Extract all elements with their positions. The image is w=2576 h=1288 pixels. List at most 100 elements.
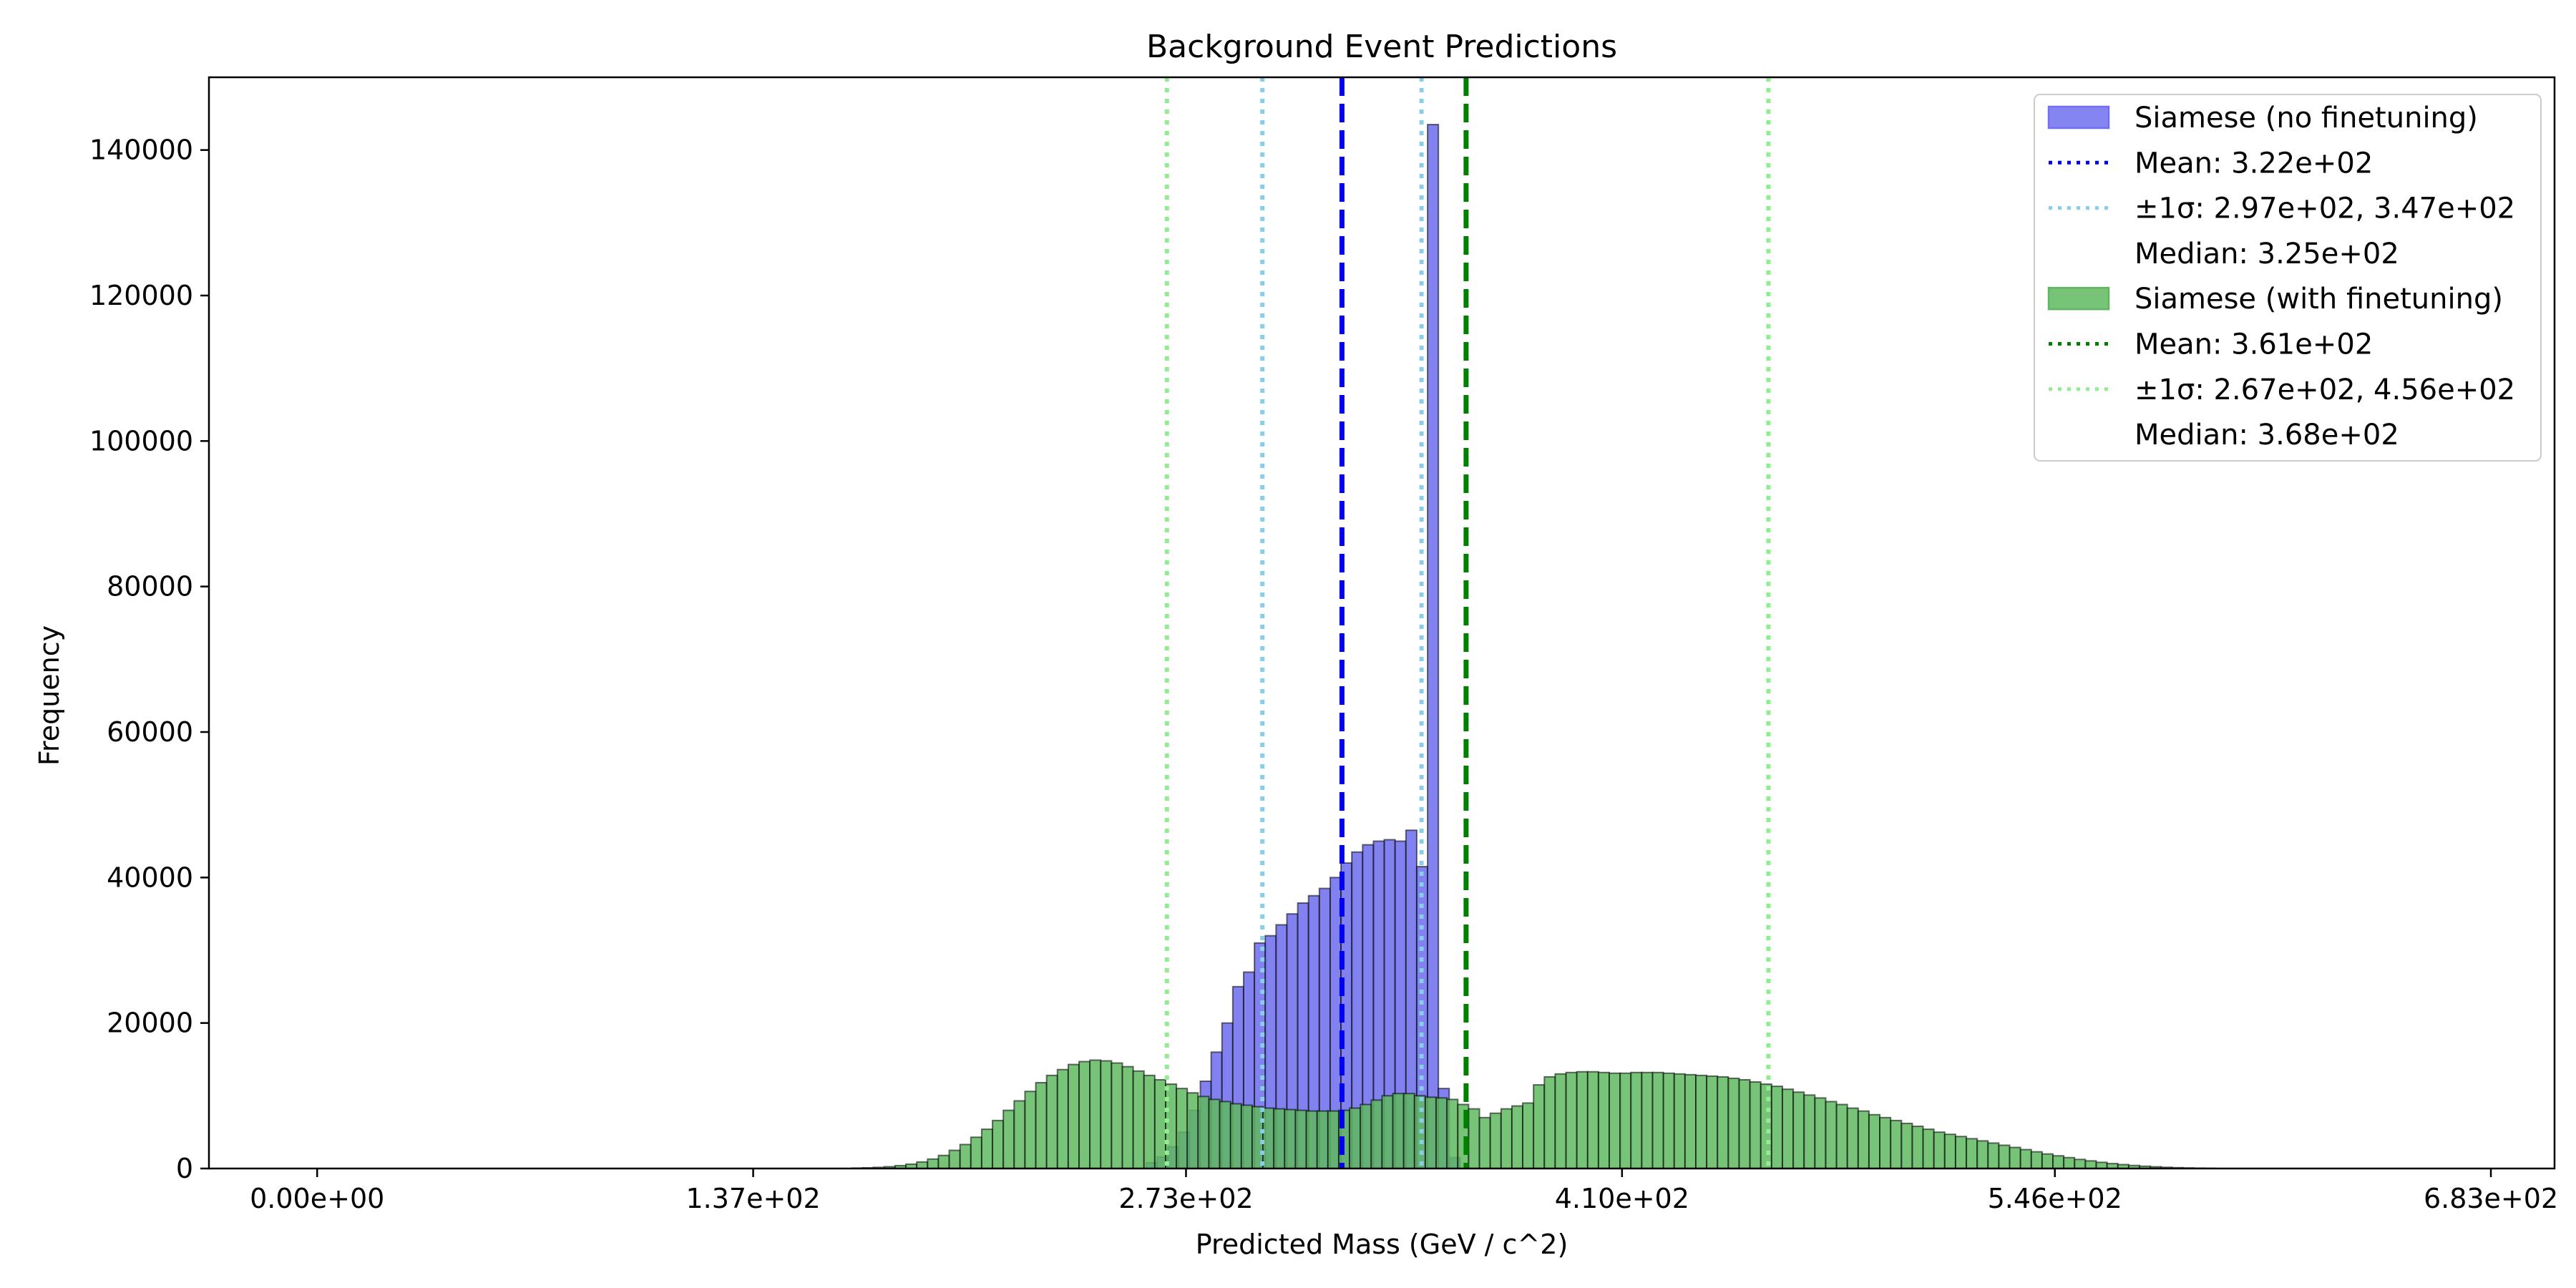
y-tick-label: 40000: [107, 862, 193, 893]
series-2-bar-108: [2009, 1146, 2021, 1170]
series-2-bar-52: [1402, 1093, 1415, 1170]
series-2-bar-7: [916, 1161, 929, 1169]
series-2-bar-40: [1273, 1108, 1286, 1170]
series-2-bar-11: [959, 1143, 972, 1169]
series-2-bar-109: [2019, 1148, 2032, 1169]
series-2-bar-14: [992, 1119, 1005, 1170]
series-2-bar-80: [1706, 1075, 1719, 1169]
y-tick-label: 60000: [107, 716, 193, 748]
series-2-bar-30: [1165, 1083, 1178, 1169]
series-2-bar-54: [1424, 1096, 1438, 1169]
series-2-bar-106: [1987, 1142, 2000, 1170]
series-2-bar-69: [1586, 1070, 1599, 1170]
series-2-bar-28: [1143, 1074, 1156, 1169]
series-2-bar-10: [948, 1149, 961, 1169]
series-2-bar-12: [970, 1136, 982, 1170]
y-tick-label: 100000: [89, 425, 193, 457]
series-2-bar-51: [1392, 1093, 1405, 1170]
series-2-bar-96: [1879, 1116, 1892, 1169]
legend-label: Median: 3.68e+02: [2135, 419, 2399, 452]
legend-patch: [2047, 105, 2110, 130]
series-2-bar-15: [1002, 1109, 1015, 1170]
series-2-bar-76: [1662, 1072, 1675, 1169]
series-2-bar-116: [2095, 1161, 2108, 1169]
series-2-bar-94: [1857, 1110, 1870, 1170]
x-tick-label: 1.37e+02: [686, 1183, 820, 1214]
legend-label: Siamese (no finetuning): [2135, 102, 2478, 135]
series-2-bar-20: [1056, 1068, 1069, 1169]
series-2-bar-73: [1630, 1071, 1643, 1170]
series-2-bar-110: [2030, 1151, 2043, 1169]
legend-items: Siamese (no finetuning) Mean: 3.22e+02 ±1σ…: [2047, 102, 2515, 452]
series-2-bar-113: [2063, 1156, 2076, 1169]
series-2-bar-86: [1770, 1085, 1783, 1169]
series-2-bar-82: [1727, 1077, 1740, 1170]
series-2-bar-67: [1565, 1071, 1578, 1170]
series-2-bar-107: [1998, 1144, 2011, 1169]
series-2-bar-97: [1890, 1119, 1903, 1170]
series-2-bar-84: [1749, 1081, 1762, 1170]
series-2-bar-71: [1609, 1072, 1621, 1169]
series-2-bar-60: [1489, 1112, 1502, 1169]
series-2-bar-114: [2074, 1158, 2087, 1170]
series-2-bar-13: [980, 1128, 994, 1169]
series-2-bar-61: [1500, 1108, 1513, 1170]
series-2-bar-55: [1435, 1097, 1448, 1170]
series-2-bar-22: [1078, 1060, 1091, 1170]
series-2-bar-85: [1760, 1083, 1772, 1169]
series-2-bar-34: [1208, 1098, 1221, 1170]
series-2-bar-25: [1111, 1062, 1123, 1169]
series-2-bar-111: [2041, 1153, 2054, 1170]
series-2-bar-101: [1933, 1131, 1946, 1170]
series-2-bar-24: [1100, 1060, 1113, 1170]
series-2-bar-62: [1511, 1105, 1524, 1169]
legend-label: ±1σ: 2.97e+02, 3.47e+02: [2135, 192, 2515, 225]
x-tick-label: 5.46e+02: [1988, 1183, 2122, 1214]
series-2-bar-32: [1186, 1092, 1199, 1170]
series-2-bar-36: [1229, 1103, 1242, 1170]
series-2-bar-77: [1673, 1073, 1686, 1169]
series-2-bar-38: [1251, 1106, 1264, 1169]
vertical-lines-layer: [1164, 77, 1771, 1169]
legend: Siamese (no finetuning) Mean: 3.22e+02 ±1σ…: [2034, 94, 2542, 462]
chart-title: Background Event Predictions: [1146, 29, 1617, 65]
series-2-bar-43: [1305, 1110, 1318, 1170]
series-2-bar-63: [1522, 1102, 1535, 1169]
series-2-bar-104: [1966, 1138, 1979, 1169]
bars-layer: [851, 124, 2216, 1170]
series-2-bar-26: [1121, 1065, 1134, 1170]
series-2-bar-64: [1533, 1084, 1546, 1169]
series-2-bar-8: [927, 1158, 940, 1170]
series-2-bar-33: [1197, 1096, 1210, 1169]
series-2-bar-88: [1792, 1091, 1805, 1169]
series-2-bar-112: [2052, 1155, 2065, 1169]
series-2-bar-16: [1013, 1100, 1026, 1169]
series-2-bar-102: [1943, 1133, 1956, 1169]
series-2-bar-27: [1132, 1070, 1145, 1170]
series-2-bar-103: [1954, 1136, 1968, 1170]
series-2-bar-105: [1976, 1140, 1989, 1169]
series-2-bar-17: [1024, 1091, 1037, 1169]
series-2-bar-50: [1381, 1095, 1394, 1169]
legend-label: Mean: 3.22e+02: [2135, 147, 2373, 180]
legend-label: Mean: 3.61e+02: [2135, 328, 2373, 361]
series-2-bar-37: [1240, 1104, 1253, 1170]
series-2-bar-90: [1814, 1097, 1827, 1170]
y-axis-label: Frequency: [34, 625, 65, 766]
y-tick-label: 140000: [89, 135, 193, 166]
series-2-bar-70: [1597, 1071, 1611, 1170]
series-2-bar-44: [1316, 1110, 1329, 1170]
series-2-bar-83: [1738, 1078, 1751, 1169]
series-2-bar-81: [1717, 1075, 1729, 1170]
series-2-bar-74: [1641, 1071, 1654, 1170]
series-2-bar-91: [1825, 1101, 1838, 1169]
series-2-bar-58: [1468, 1108, 1480, 1170]
series-2-bar-19: [1045, 1074, 1058, 1169]
series-2-bar-87: [1781, 1088, 1795, 1170]
legend-label: Siamese (with finetuning): [2135, 283, 2503, 316]
series-2-bar-39: [1262, 1107, 1275, 1169]
x-tick-label: 2.73e+02: [1118, 1183, 1253, 1214]
series-2-bar-31: [1176, 1088, 1189, 1170]
